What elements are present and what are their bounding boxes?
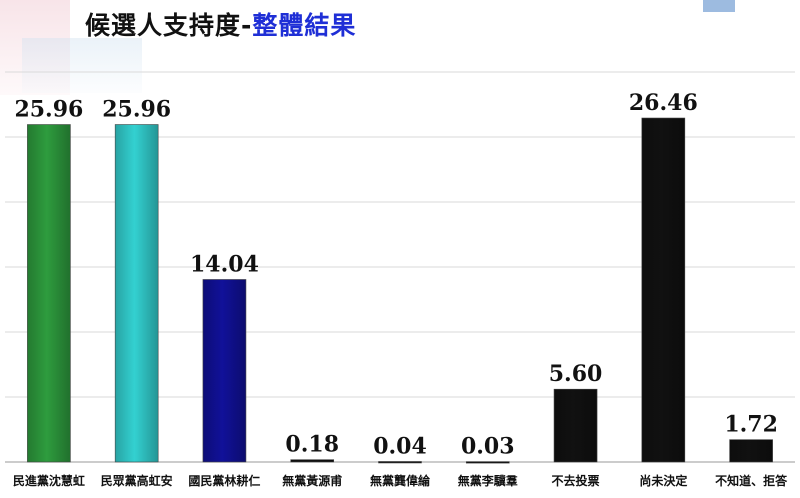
value-label-4: 0.18 (285, 432, 339, 458)
category-label-6: 無黨李驥羣 (458, 473, 518, 488)
category-label-1: 民進黨沈慧虹 (13, 473, 85, 488)
value-label-3: 14.04 (190, 251, 259, 277)
bar-2 (114, 124, 159, 463)
bars (27, 117, 773, 464)
decorative-corner-square (703, 0, 735, 12)
value-label-7: 5.60 (549, 361, 603, 387)
value-label-8: 26.46 (629, 90, 698, 116)
category-label-2: 民眾黨高虹安 (101, 473, 173, 488)
value-label-5: 0.04 (373, 433, 427, 459)
bar-3 (202, 279, 247, 463)
value-label-9: 1.72 (724, 412, 778, 438)
value-labels: 25.96 25.96 14.04 0.18 0.04 0.03 5.60 26.46 1.72 (14, 90, 777, 460)
bar-4 (290, 459, 335, 463)
value-label-2: 25.96 (102, 97, 171, 123)
category-label-4: 無黨黃源甫 (282, 473, 342, 488)
category-label-5: 無黨龔偉綸 (370, 473, 431, 488)
category-labels: 民進黨沈慧虹 民眾黨高虹安 國民黨林耕仁 無黨黃源甫 無黨龔偉綸 無黨李驥羣 不去投票 尚未決… (13, 473, 788, 488)
category-label-8: 尚未決定 (639, 473, 687, 488)
value-label-6: 0.03 (461, 434, 515, 460)
bar-9 (729, 439, 773, 463)
bar-7 (553, 388, 598, 463)
bar-6 (465, 461, 510, 464)
chart-title-main: 候選人支持度- (85, 11, 253, 40)
decorative-pink-block (0, 0, 70, 95)
bar-1 (27, 124, 71, 463)
chart-title: 候選人支持度-整體結果 (85, 6, 356, 42)
category-label-9: 不知道、拒答 (715, 473, 788, 488)
category-label-3: 國民黨林耕仁 (188, 473, 260, 488)
decorative-blue-block (22, 38, 142, 93)
chart-title-accent: 整體結果 (252, 11, 357, 40)
bar-8 (641, 117, 686, 463)
value-label-1: 25.96 (14, 97, 83, 123)
bar-5 (378, 461, 422, 464)
category-label-7: 不去投票 (552, 473, 600, 488)
